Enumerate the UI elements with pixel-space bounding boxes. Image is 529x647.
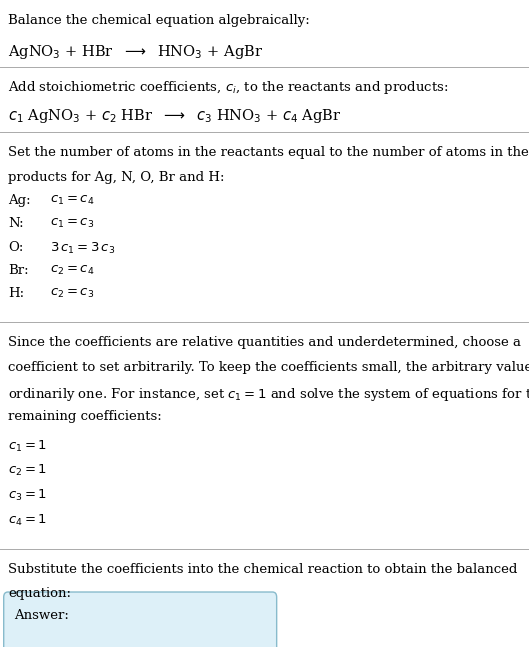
Text: Since the coefficients are relative quantities and underdetermined, choose a: Since the coefficients are relative quan… — [8, 336, 521, 349]
Text: $3\,c_1 = 3\,c_3$: $3\,c_1 = 3\,c_3$ — [50, 241, 116, 256]
Text: Balance the chemical equation algebraically:: Balance the chemical equation algebraica… — [8, 14, 309, 27]
Text: Add stoichiometric coefficients, $c_i$, to the reactants and products:: Add stoichiometric coefficients, $c_i$, … — [8, 79, 448, 96]
Text: $c_2 = c_3$: $c_2 = c_3$ — [50, 287, 95, 300]
Text: H:: H: — [8, 287, 24, 300]
Text: Ag:: Ag: — [8, 194, 31, 207]
Text: Set the number of atoms in the reactants equal to the number of atoms in the: Set the number of atoms in the reactants… — [8, 146, 528, 159]
Text: coefficient to set arbitrarily. To keep the coefficients small, the arbitrary va: coefficient to set arbitrarily. To keep … — [8, 361, 529, 374]
Text: $c_2 = c_4$: $c_2 = c_4$ — [50, 264, 95, 277]
Text: AgNO$_3$ + HBr  $\longrightarrow$  HNO$_3$ + AgBr: AgNO$_3$ + HBr $\longrightarrow$ HNO$_3$… — [8, 43, 263, 61]
Text: ordinarily one. For instance, set $c_1 = 1$ and solve the system of equations fo: ordinarily one. For instance, set $c_1 =… — [8, 386, 529, 402]
Text: $c_4 = 1$: $c_4 = 1$ — [8, 512, 47, 527]
Text: $c_1 = 1$: $c_1 = 1$ — [8, 439, 47, 454]
Text: $c_1 = c_4$: $c_1 = c_4$ — [50, 194, 95, 207]
Text: $c_3 = 1$: $c_3 = 1$ — [8, 488, 47, 503]
Text: equation:: equation: — [8, 587, 71, 600]
Text: N:: N: — [8, 217, 24, 230]
Text: $c_2 = 1$: $c_2 = 1$ — [8, 463, 47, 478]
Text: Answer:: Answer: — [14, 609, 69, 622]
Text: AgNO$_3$ + HBr  $\longrightarrow$  HNO$_3$ + AgBr: AgNO$_3$ + HBr $\longrightarrow$ HNO$_3$… — [37, 645, 292, 647]
FancyBboxPatch shape — [4, 592, 277, 647]
Text: Br:: Br: — [8, 264, 29, 277]
Text: products for Ag, N, O, Br and H:: products for Ag, N, O, Br and H: — [8, 171, 224, 184]
Text: $c_1 = c_3$: $c_1 = c_3$ — [50, 217, 95, 230]
Text: remaining coefficients:: remaining coefficients: — [8, 410, 162, 423]
Text: Substitute the coefficients into the chemical reaction to obtain the balanced: Substitute the coefficients into the che… — [8, 563, 517, 576]
Text: O:: O: — [8, 241, 23, 254]
Text: $c_1$ AgNO$_3$ + $c_2$ HBr  $\longrightarrow$  $c_3$ HNO$_3$ + $c_4$ AgBr: $c_1$ AgNO$_3$ + $c_2$ HBr $\longrightar… — [8, 107, 342, 126]
